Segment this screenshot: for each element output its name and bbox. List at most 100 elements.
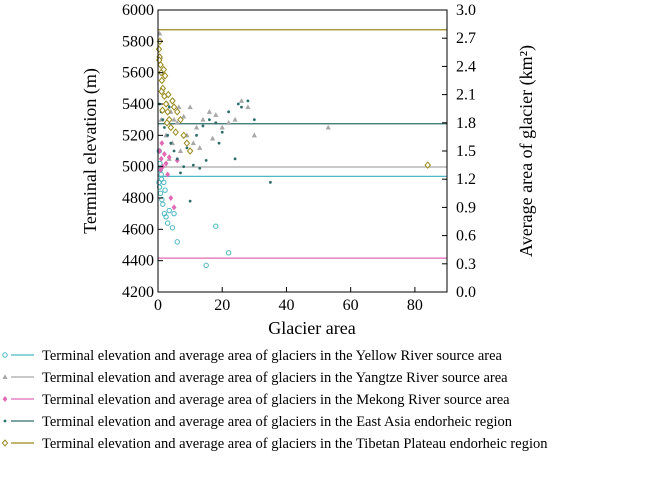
data-point	[176, 104, 182, 110]
axes: 4200440046004800500052005400560058006000…	[122, 2, 476, 314]
data-point	[193, 124, 200, 130]
data-point	[171, 204, 177, 211]
x-tick-label: 40	[278, 297, 294, 314]
legend-label: Terminal elevation and average area of g…	[42, 370, 508, 386]
y-tick-label: 5600	[122, 65, 154, 82]
data-point	[159, 140, 165, 147]
data-point	[162, 151, 167, 158]
data-point	[175, 157, 179, 161]
data-point	[174, 239, 180, 245]
data-point	[160, 201, 166, 207]
data-point	[172, 128, 179, 136]
legend-item-1: Terminal elevation and average area of g…	[2, 348, 503, 364]
legend-marker	[2, 374, 8, 379]
data-point	[246, 99, 250, 103]
y-tick-label: 4200	[122, 284, 154, 301]
data-point	[172, 149, 176, 153]
legend-marker	[3, 419, 7, 423]
data-point	[155, 45, 163, 53]
data-point	[214, 121, 218, 125]
legend-item-2: Terminal elevation and average area of g…	[2, 370, 508, 386]
data-point	[182, 165, 186, 169]
x-tick-label: 80	[407, 297, 423, 314]
data-point	[157, 148, 163, 154]
y2-tick-label: 1.2	[456, 171, 476, 188]
data-point	[158, 176, 165, 182]
x-axis-label: Glacier area	[268, 318, 355, 338]
data-point	[162, 100, 170, 108]
data-point	[163, 126, 166, 129]
y2-tick-label: 0.9	[456, 199, 476, 216]
x-tick-label: 0	[154, 297, 162, 314]
x-tick-label: 20	[214, 297, 230, 314]
data-point	[217, 141, 221, 145]
data-point	[191, 163, 195, 167]
legend-marker	[2, 396, 8, 402]
data-point	[232, 116, 238, 122]
data-point	[169, 97, 176, 105]
data-point	[163, 119, 171, 127]
data-point	[203, 262, 209, 269]
legend: Terminal elevation and average area of g…	[1, 348, 548, 452]
data-point	[174, 108, 181, 116]
legend-item-3: Terminal elevation and average area of g…	[2, 392, 510, 408]
data-point	[164, 220, 171, 226]
data-point	[159, 106, 166, 115]
y2-tick-label: 1.8	[456, 115, 476, 132]
data-point	[195, 133, 198, 137]
data-point	[160, 65, 168, 74]
data-point	[183, 139, 191, 147]
data-point	[163, 160, 169, 167]
data-point	[245, 104, 251, 110]
legend-marker	[2, 352, 8, 358]
legend-label: Terminal elevation and average area of g…	[42, 436, 548, 452]
data-point	[169, 141, 173, 145]
data-point	[252, 118, 256, 122]
data-point	[157, 190, 164, 197]
data-point	[206, 109, 212, 114]
y-tick-label: 4400	[122, 253, 154, 270]
data-point	[213, 223, 219, 229]
data-point	[163, 214, 169, 220]
y-tick-label: 6000	[122, 2, 154, 19]
legend-item-4: Terminal elevation and average area of g…	[3, 414, 513, 430]
data-point	[158, 155, 164, 162]
data-point	[167, 123, 175, 132]
y-tick-label: 5200	[122, 127, 154, 144]
data-point	[187, 104, 193, 110]
data-point	[164, 108, 171, 116]
data-point	[209, 135, 216, 141]
data-point	[219, 124, 225, 130]
plot-frame	[157, 9, 448, 293]
y2-tick-label: 0.6	[456, 228, 476, 245]
data-point	[165, 171, 171, 178]
data-point	[166, 207, 172, 214]
data-point	[186, 147, 194, 155]
data-point	[226, 120, 232, 125]
legend-label: Terminal elevation and average area of g…	[42, 392, 510, 408]
y2-tick-label: 2.1	[456, 87, 476, 104]
data-point	[225, 250, 232, 256]
data-point	[161, 118, 165, 122]
data-point	[251, 132, 257, 138]
data-point	[157, 61, 164, 69]
y2-axis-label: Average area of glacier (km²)	[516, 45, 537, 257]
data-point	[233, 157, 237, 161]
y2-tick-label: 2.7	[456, 30, 476, 47]
data-point	[201, 124, 205, 128]
data-point	[185, 146, 189, 150]
data-point	[169, 225, 176, 231]
y-tick-label: 5400	[122, 96, 154, 113]
data-point	[236, 102, 240, 106]
data-point	[207, 118, 211, 122]
y2-tick-label: 2.4	[456, 58, 476, 75]
legend-label: Terminal elevation and average area of g…	[42, 348, 503, 364]
y-tick-label: 5800	[122, 33, 154, 50]
data-point	[240, 105, 243, 109]
y2-tick-label: 3.0	[456, 2, 476, 19]
data-point	[268, 180, 272, 184]
plot-area	[155, 29, 447, 269]
data-point	[177, 148, 184, 153]
y2-tick-label: 1.5	[456, 143, 476, 160]
